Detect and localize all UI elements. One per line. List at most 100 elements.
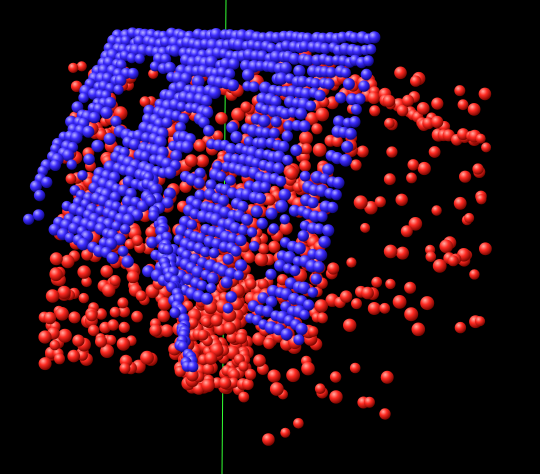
red-particle	[78, 292, 90, 304]
blue-particle	[76, 237, 90, 251]
blue-particle	[288, 204, 301, 217]
blue-particle	[305, 100, 317, 112]
blue-particle	[348, 116, 361, 128]
blue-particle	[91, 139, 104, 153]
red-particle	[160, 324, 174, 338]
red-particle	[49, 339, 60, 351]
blue-particle	[322, 224, 335, 237]
red-particle	[384, 117, 395, 129]
blue-particle	[230, 245, 242, 257]
red-particle	[238, 391, 250, 403]
red-particle	[49, 252, 63, 266]
blue-particle	[29, 180, 42, 193]
blue-particle	[217, 194, 230, 207]
red-particle	[363, 396, 375, 408]
red-particle	[474, 316, 486, 327]
red-particle	[215, 112, 228, 125]
blue-particle	[275, 72, 288, 85]
red-particle	[467, 103, 481, 116]
red-particle	[194, 139, 206, 152]
red-particle	[476, 194, 487, 205]
blue-particle	[176, 101, 187, 112]
blue-particle	[82, 125, 95, 138]
red-particle	[299, 160, 311, 172]
blue-particle	[111, 221, 122, 232]
blue-particle	[200, 94, 213, 107]
blue-particle	[163, 61, 176, 74]
blue-particle	[196, 280, 208, 291]
red-particle	[431, 205, 442, 216]
blue-particle	[120, 35, 132, 47]
blue-particle	[222, 253, 234, 265]
blue-particle	[278, 188, 291, 201]
red-particle	[431, 97, 444, 110]
blue-particle	[230, 131, 243, 144]
red-particle	[95, 335, 107, 348]
red-particle	[411, 322, 426, 337]
blue-particle	[288, 52, 301, 65]
blue-particle	[225, 143, 237, 155]
red-particle	[394, 66, 407, 80]
blue-particle	[303, 299, 315, 311]
blue-particle	[307, 287, 319, 298]
blue-particle	[106, 252, 119, 265]
blue-particle	[126, 52, 137, 64]
red-particle	[307, 326, 319, 337]
blue-particle	[64, 232, 76, 243]
blue-particle	[114, 74, 127, 87]
red-particle	[201, 316, 212, 328]
blue-particle	[297, 281, 311, 295]
blue-particle	[265, 295, 278, 308]
blue-particle	[150, 183, 161, 195]
blue-particle	[323, 78, 335, 90]
blue-particle	[289, 265, 301, 277]
blue-particle	[200, 292, 213, 305]
blue-particle	[161, 196, 174, 209]
blue-particle	[248, 81, 260, 93]
red-particle	[38, 357, 52, 371]
red-particle	[408, 217, 423, 231]
blue-particle	[33, 189, 46, 202]
blue-particle	[368, 31, 381, 44]
red-particle	[86, 310, 98, 322]
red-particle	[385, 278, 396, 290]
blue-particle	[310, 78, 322, 89]
blue-particle	[333, 115, 345, 128]
blue-particle	[269, 95, 282, 108]
blue-particle	[145, 195, 157, 207]
blue-particle	[127, 67, 139, 80]
blue-particle	[270, 116, 282, 128]
blue-particle	[205, 55, 218, 69]
red-particle	[360, 222, 371, 233]
blue-particle	[341, 140, 354, 153]
blue-particle	[350, 103, 362, 115]
blue-particle	[233, 270, 244, 281]
red-particle	[95, 308, 107, 320]
red-particle	[49, 267, 63, 282]
blue-particle	[169, 44, 181, 57]
red-particle	[212, 130, 224, 141]
blue-particle	[314, 89, 326, 102]
blue-particle	[265, 268, 277, 280]
blue-particle	[253, 40, 264, 52]
red-particle	[240, 101, 252, 113]
blue-particle	[66, 159, 77, 170]
blue-particle	[146, 236, 159, 249]
blue-particle	[195, 232, 207, 244]
red-particle	[235, 332, 247, 345]
blue-particle	[23, 213, 35, 225]
blue-particle	[365, 44, 377, 55]
blue-particle	[256, 137, 268, 149]
red-particle	[268, 240, 281, 253]
red-particle	[447, 255, 459, 267]
blue-particle	[297, 230, 309, 242]
red-particle	[54, 353, 65, 365]
red-particle	[107, 319, 119, 331]
blue-particle	[293, 64, 306, 78]
blue-particle	[228, 58, 240, 70]
blue-particle	[316, 211, 328, 223]
red-particle	[457, 99, 469, 111]
red-particle	[196, 154, 209, 168]
